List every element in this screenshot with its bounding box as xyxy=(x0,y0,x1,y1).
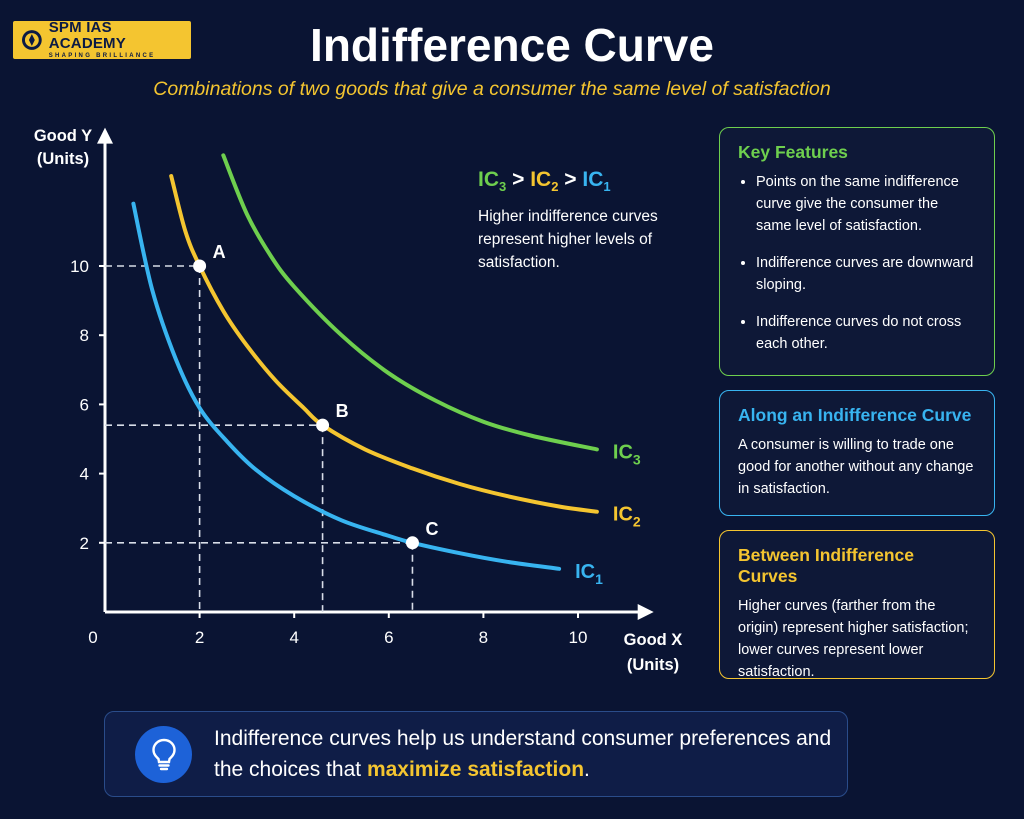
summary-text: Indifference curves help us understand c… xyxy=(214,723,847,785)
between-curves-text: Higher curves (farther from the origin) … xyxy=(738,598,969,680)
x-axis-arrow xyxy=(637,604,654,620)
legend-ic2: IC2 xyxy=(530,168,559,195)
x-axis-label: Good X xyxy=(624,631,683,649)
key-features-title: Key Features xyxy=(738,142,848,162)
lightbulb-icon xyxy=(135,725,192,783)
key-feature-item: Indifference curves are downward sloping… xyxy=(756,252,976,296)
y-axis-arrow xyxy=(97,127,113,144)
summary-highlight: maximize satisfaction xyxy=(366,758,585,781)
along-curve-text: A consumer is willing to trade one good … xyxy=(738,437,974,497)
x-tick-label: 8 xyxy=(479,628,488,647)
legend-gt-2: > xyxy=(564,168,577,191)
page-subtitle: Combinations of two goods that give a co… xyxy=(153,78,831,100)
academy-logo: SPM IAS ACADEMY SHAPING BRILLIANCE xyxy=(13,19,191,59)
legend-ic3-base: IC xyxy=(478,168,499,191)
along-curve-title: Along an Indifference Curve xyxy=(738,405,972,425)
x-tick-label: 10 xyxy=(569,628,588,647)
guide-line-c xyxy=(105,542,414,612)
legend-ic3: IC3 xyxy=(478,168,507,195)
y-tick-label: 8 xyxy=(80,326,89,345)
y-axis-label-units: (Units) xyxy=(37,150,89,168)
point-c xyxy=(405,536,419,550)
y-tick-label: 2 xyxy=(80,534,89,553)
point-label-b: B xyxy=(336,401,349,421)
legend-ic1-sub: 1 xyxy=(603,179,611,195)
between-curves-panel: Between Indifference Curves Higher curve… xyxy=(719,530,995,680)
curve-ic3 xyxy=(221,153,599,452)
legend-note: Higher indifference curves represent hig… xyxy=(478,208,658,271)
legend-ic2-sub: 2 xyxy=(551,179,559,195)
key-features-list: Points on the same indifference curve gi… xyxy=(738,171,976,355)
summary-text-main: Indifference curves help us understand c… xyxy=(214,727,832,781)
academy-emblem-icon xyxy=(21,30,42,50)
legend-ic2-base: IC xyxy=(530,168,552,191)
curve-label-ic1: IC1 xyxy=(575,561,603,587)
x-axis-label-units: (Units) xyxy=(627,656,679,674)
key-feature-item: Points on the same indifference curve gi… xyxy=(756,171,976,237)
point-b xyxy=(316,418,330,432)
guide-line-b xyxy=(105,424,324,612)
point-label-a: A xyxy=(213,242,226,262)
along-curve-panel: Along an Indifference Curve A consumer i… xyxy=(719,390,995,516)
key-features-panel: Key Features Points on the same indiffer… xyxy=(719,127,995,376)
curve-ic1 xyxy=(131,201,562,571)
guide-line-a xyxy=(105,265,201,612)
summary-text-end: . xyxy=(584,758,590,781)
curve-label-ic2: IC2 xyxy=(613,504,641,530)
x-tick-label: 6 xyxy=(384,628,393,647)
legend-gt-1: > xyxy=(512,168,525,191)
y-tick-label: 10 xyxy=(70,257,89,276)
point-label-c: C xyxy=(425,519,438,539)
legend-ic1: IC1 xyxy=(582,168,611,195)
y-axis-label: Good Y xyxy=(34,127,92,145)
page-title: Indifference Curve xyxy=(310,19,714,71)
legend-ic1-base: IC xyxy=(582,168,604,191)
indifference-chart: 0 2 4 6 8 10 2 4 6 8 10 Good Y (Units) Good X (Units) I… xyxy=(34,127,683,674)
logo-name: SPM IAS ACADEMY xyxy=(48,19,126,52)
logo-tagline: SHAPING BRILLIANCE xyxy=(48,53,156,59)
summary-banner: Indifference curves help us understand c… xyxy=(104,711,848,797)
legend-ic3-sub: 3 xyxy=(499,179,507,195)
curve-label-ic3: IC3 xyxy=(613,441,641,467)
x-tick-label: 2 xyxy=(195,628,204,647)
y-tick-label: 6 xyxy=(80,395,89,414)
point-a xyxy=(193,259,207,273)
x-tick-label: 0 xyxy=(88,628,97,647)
curve-ranking: IC3 > IC2 > IC1 xyxy=(478,168,611,194)
key-feature-item: Indifference curves do not cross each ot… xyxy=(756,311,976,355)
x-tick-label: 4 xyxy=(289,628,298,647)
between-curves-title: Between Indifference Curves xyxy=(738,545,915,586)
y-tick-label: 4 xyxy=(80,465,89,484)
